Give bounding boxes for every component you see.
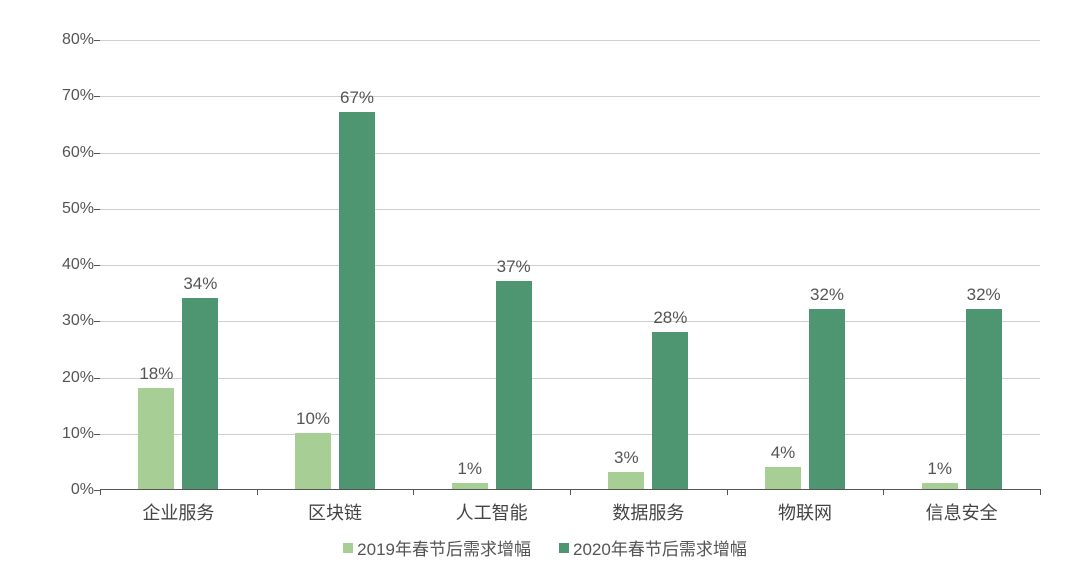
- y-tick-mark: [94, 321, 100, 322]
- gridline: [100, 434, 1040, 435]
- x-tick-mark: [727, 489, 728, 495]
- bar-value-label: 4%: [753, 443, 813, 463]
- legend-text: 2019年春节后需求增幅: [357, 540, 531, 559]
- bar-value-label: 67%: [327, 88, 387, 108]
- x-tick-mark: [100, 489, 101, 495]
- bar-chart: 0% 10% 20% 30% 40% 50% 60% 70% 80% 企业服务 18% 34% 区块链 1…: [40, 30, 1050, 560]
- bar: [608, 472, 644, 489]
- y-tick-label: 60%: [50, 144, 94, 162]
- gridline: [100, 265, 1040, 266]
- y-tick-label: 0%: [50, 481, 94, 499]
- bar: [295, 433, 331, 489]
- x-tick-mark: [257, 489, 258, 495]
- bar-value-label: 10%: [283, 409, 343, 429]
- gridline: [100, 153, 1040, 154]
- bar: [922, 483, 958, 489]
- x-tick-mark: [1040, 489, 1041, 495]
- bar: [765, 467, 801, 490]
- y-tick-mark: [94, 378, 100, 379]
- bar: [809, 309, 845, 489]
- y-tick-mark: [94, 96, 100, 97]
- bar-value-label: 32%: [954, 285, 1014, 305]
- gridline: [100, 378, 1040, 379]
- x-axis-label: 人工智能: [456, 499, 528, 525]
- gridline: [100, 40, 1040, 41]
- x-axis-label: 信息安全: [926, 499, 998, 525]
- plot-area: 0%10%20%30%40%50%60%70%80%企业服务18%34%区块链1…: [100, 40, 1040, 490]
- y-tick-label: 40%: [50, 256, 94, 274]
- legend: 2019年春节后需求增幅 2020年春节后需求增幅: [40, 535, 1050, 560]
- bar-value-label: 3%: [596, 448, 656, 468]
- y-tick-mark: [94, 153, 100, 154]
- legend-swatch: [559, 543, 569, 553]
- x-axis-label: 区块链: [308, 499, 362, 525]
- x-axis-label: 企业服务: [142, 499, 214, 525]
- gridline: [100, 96, 1040, 97]
- bar: [339, 112, 375, 489]
- bar-value-label: 34%: [170, 274, 230, 294]
- legend-text: 2020年春节后需求增幅: [573, 540, 747, 559]
- y-tick-label: 50%: [50, 200, 94, 218]
- bar-value-label: 18%: [126, 364, 186, 384]
- x-tick-mark: [883, 489, 884, 495]
- bar: [138, 388, 174, 489]
- legend-item: 2019年春节后需求增幅: [343, 535, 531, 560]
- bar: [496, 281, 532, 489]
- bar-value-label: 37%: [484, 257, 544, 277]
- bar-value-label: 32%: [797, 285, 857, 305]
- bar-value-label: 1%: [440, 459, 500, 479]
- x-tick-mark: [413, 489, 414, 495]
- legend-item: 2020年春节后需求增幅: [559, 535, 747, 560]
- bar: [182, 298, 218, 489]
- x-tick-mark: [570, 489, 571, 495]
- legend-swatch: [343, 543, 353, 553]
- bar: [452, 483, 488, 489]
- y-tick-mark: [94, 40, 100, 41]
- y-tick-label: 20%: [50, 369, 94, 387]
- x-axis-label: 物联网: [778, 499, 832, 525]
- bar-value-label: 28%: [640, 308, 700, 328]
- x-axis-label: 数据服务: [612, 499, 684, 525]
- y-tick-mark: [94, 265, 100, 266]
- y-tick-label: 70%: [50, 87, 94, 105]
- bar-value-label: 1%: [910, 459, 970, 479]
- y-tick-label: 30%: [50, 312, 94, 330]
- gridline: [100, 209, 1040, 210]
- gridline: [100, 321, 1040, 322]
- bar: [652, 332, 688, 490]
- bar: [966, 309, 1002, 489]
- y-tick-label: 80%: [50, 31, 94, 49]
- y-tick-mark: [94, 209, 100, 210]
- y-tick-mark: [94, 434, 100, 435]
- y-tick-label: 10%: [50, 425, 94, 443]
